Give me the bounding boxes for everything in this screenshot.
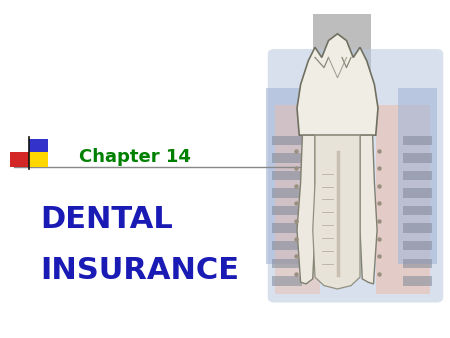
- Text: DENTAL: DENTAL: [40, 205, 173, 234]
- Bar: [272, 276, 302, 286]
- Bar: [403, 188, 432, 198]
- Bar: [29, 152, 48, 167]
- Polygon shape: [360, 135, 377, 284]
- Bar: [272, 136, 302, 145]
- Bar: [403, 259, 432, 268]
- Bar: [272, 223, 302, 233]
- Bar: [272, 153, 302, 163]
- Bar: [272, 241, 302, 250]
- Bar: [398, 88, 436, 264]
- Bar: [272, 188, 302, 198]
- Polygon shape: [297, 34, 378, 135]
- Bar: [403, 206, 432, 215]
- Bar: [403, 223, 432, 233]
- Bar: [272, 259, 302, 268]
- Bar: [403, 171, 432, 180]
- Bar: [10, 152, 29, 167]
- Bar: [313, 14, 371, 108]
- Bar: [376, 105, 430, 294]
- Polygon shape: [313, 135, 360, 289]
- Bar: [403, 153, 432, 163]
- Bar: [272, 206, 302, 215]
- Text: Chapter 14: Chapter 14: [79, 148, 191, 166]
- Bar: [403, 136, 432, 145]
- Bar: [266, 88, 304, 264]
- Bar: [272, 171, 302, 180]
- Bar: [274, 105, 320, 294]
- Bar: [29, 139, 48, 157]
- Polygon shape: [297, 135, 315, 284]
- Bar: [403, 241, 432, 250]
- Text: INSURANCE: INSURANCE: [40, 256, 239, 285]
- FancyBboxPatch shape: [268, 49, 443, 303]
- Bar: [403, 276, 432, 286]
